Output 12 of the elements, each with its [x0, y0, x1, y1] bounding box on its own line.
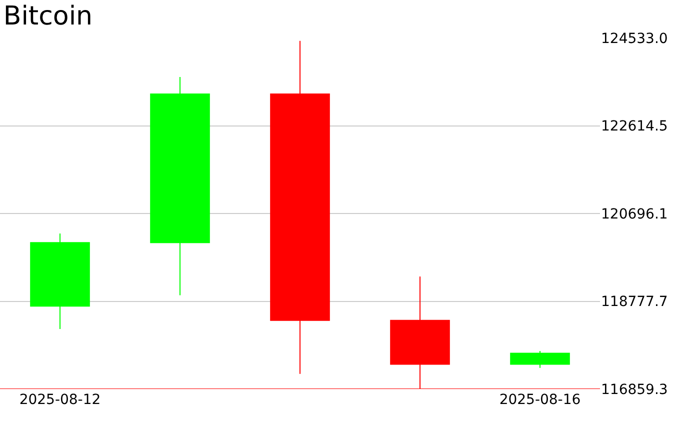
y-tick-label: 116859.3 — [601, 382, 668, 398]
chart-title: Bitcoin — [3, 2, 93, 32]
y-tick-label: 124533.0 — [601, 30, 668, 47]
x-tick-label: 2025-08-12 — [19, 392, 101, 408]
candlestick — [270, 40, 330, 374]
y-tick-label: 118777.7 — [601, 294, 668, 310]
candlestick — [150, 76, 210, 296]
y-tick-label: 120696.1 — [601, 206, 668, 222]
x-tick-label: 2025-08-16 — [499, 392, 581, 408]
y-tick-label: 122614.5 — [601, 118, 668, 135]
candlestick — [30, 232, 90, 330]
candlestick — [510, 350, 570, 368]
